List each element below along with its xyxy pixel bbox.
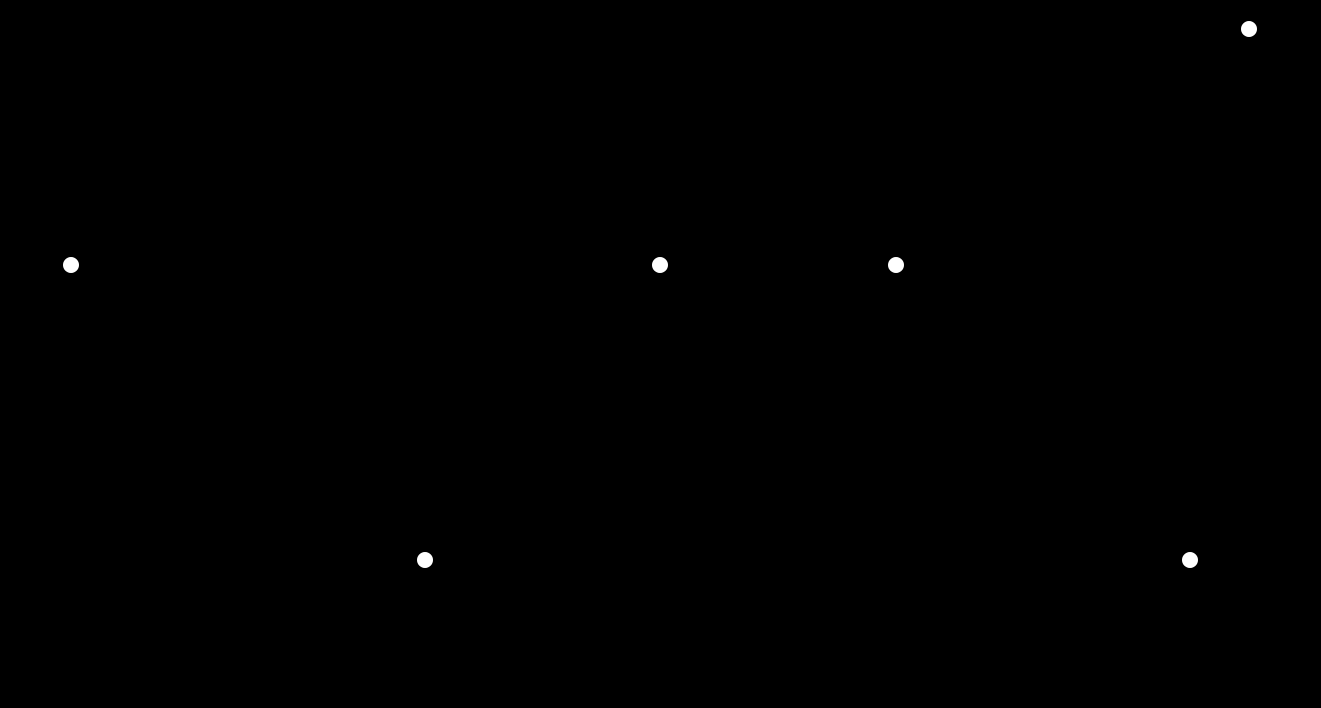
dot-3 bbox=[1241, 21, 1257, 37]
dot-4 bbox=[417, 552, 433, 568]
dot-1 bbox=[652, 257, 668, 273]
dot-0 bbox=[63, 257, 79, 273]
dot-5 bbox=[1182, 552, 1198, 568]
dot-2 bbox=[888, 257, 904, 273]
